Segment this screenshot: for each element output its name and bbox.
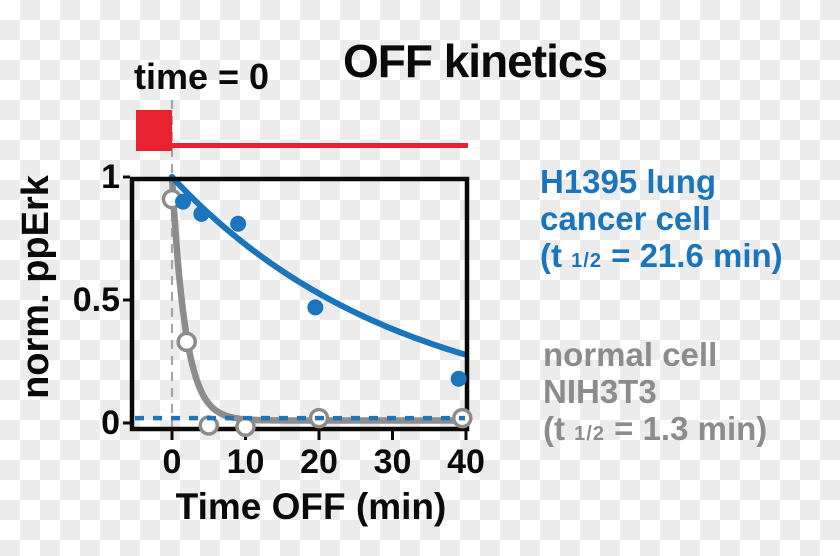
- legend-cancer-halflife: (t 1/2 = 21.6 min): [540, 237, 783, 280]
- cancer-halflife-open: (t: [540, 237, 572, 274]
- normal-fit-curve: [168, 173, 470, 424]
- cancer-data-point: [230, 215, 247, 232]
- plot-frame: [129, 176, 470, 432]
- normal-halflife-subscript: 1/2: [574, 423, 605, 445]
- legend-normal-cell: normal cell NIH3T3 (t 1/2 = 1.3 min): [543, 336, 767, 453]
- cancer-data-point: [193, 205, 210, 222]
- legend-normal-line2: NIH3T3: [543, 373, 657, 410]
- stimulus-on-bar: [136, 110, 172, 151]
- normal-halflife-value: = 1.3 min): [604, 410, 768, 447]
- legend-normal-halflife: (t 1/2 = 1.3 min): [543, 410, 767, 453]
- legend-cancer-cell: H1395 lung cancer cell (t 1/2 = 21.6 min…: [540, 163, 783, 280]
- cancer-data-point: [307, 299, 324, 316]
- legend-cancer-line1: H1395 lung: [540, 163, 717, 200]
- cancer-fit-curve: [169, 174, 469, 358]
- legend-normal-line1: normal cell: [543, 336, 718, 373]
- stimulus-off-line: [172, 143, 468, 148]
- normal-data-point: [235, 416, 256, 437]
- y-tick-label: 1: [101, 158, 120, 196]
- cancer-data-point: [450, 370, 467, 387]
- x-tick-label: 30: [374, 443, 412, 481]
- x-tick-label: 40: [447, 443, 485, 481]
- figure-title: OFF kinetics: [342, 35, 608, 87]
- x-tick-label: 20: [300, 443, 338, 481]
- cancer-halflife-subscript: 1/2: [571, 250, 602, 272]
- normal-data-point: [176, 331, 197, 353]
- cancer-halflife-value: = 21.6 min): [601, 237, 783, 274]
- time-zero-label: time = 0: [134, 56, 270, 97]
- x-axis-label: Time OFF (min): [175, 486, 447, 527]
- y-tick-label: 0.5: [73, 281, 120, 319]
- x-tick-label: 10: [227, 443, 265, 481]
- x-tick-label: 0: [163, 443, 182, 481]
- normal-halflife-open: (t: [543, 410, 575, 447]
- cancer-data-point: [175, 193, 192, 210]
- y-tick-label: 0: [101, 404, 120, 442]
- legend-cancer-line2: cancer cell: [540, 200, 711, 237]
